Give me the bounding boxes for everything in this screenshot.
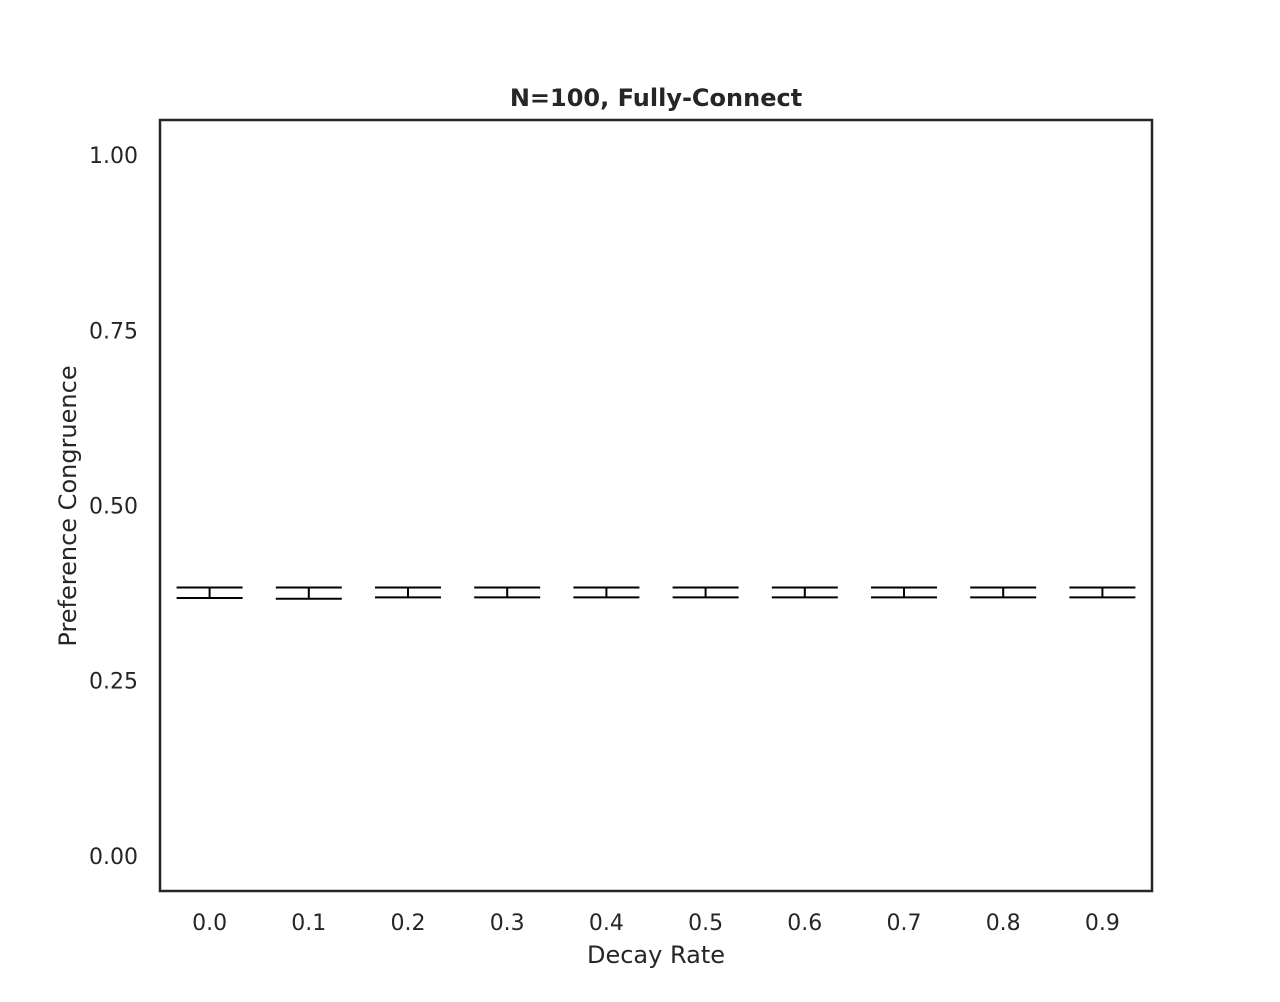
error-bars-group [176,586,1136,600]
x-tick-label: 0.6 [787,911,822,936]
x-tick-label: 0.7 [887,911,922,936]
y-tick-label: 0.75 [89,319,138,344]
error-bar [1069,586,1136,599]
x-tick-label: 0.2 [391,911,426,936]
error-bar [672,586,739,599]
y-tick-label: 0.00 [89,845,138,870]
error-bar [176,586,243,600]
x-axis: 0.0 0.1 0.2 0.3 0.4 0.5 0.6 0.7 0.8 0.9 [192,911,1120,936]
chart-title: N=100, Fully-Connect [510,84,802,112]
error-bar [871,586,937,599]
x-tick-label: 0.4 [589,911,624,936]
y-tick-label: 0.25 [89,670,138,695]
error-bar [275,586,342,600]
y-tick-label: 0.50 [89,495,138,520]
x-tick-label: 0.5 [688,911,723,936]
x-tick-label: 0.8 [986,911,1021,936]
error-bar [474,586,541,599]
error-bar [375,586,441,599]
x-tick-label: 0.0 [192,911,227,936]
error-bar [573,586,640,599]
x-tick-label: 0.1 [291,911,326,936]
y-axis-label: Preference Congruence [54,365,82,646]
x-axis-label: Decay Rate [587,941,725,969]
error-bar [970,586,1037,599]
x-tick-label: 0.3 [490,911,525,936]
plot-frame [158,118,1154,893]
y-tick-label: 1.00 [89,144,138,169]
x-tick-label: 0.9 [1085,911,1120,936]
y-axis: 0.00 0.25 0.50 0.75 1.00 [89,144,138,870]
error-bar [771,586,838,599]
